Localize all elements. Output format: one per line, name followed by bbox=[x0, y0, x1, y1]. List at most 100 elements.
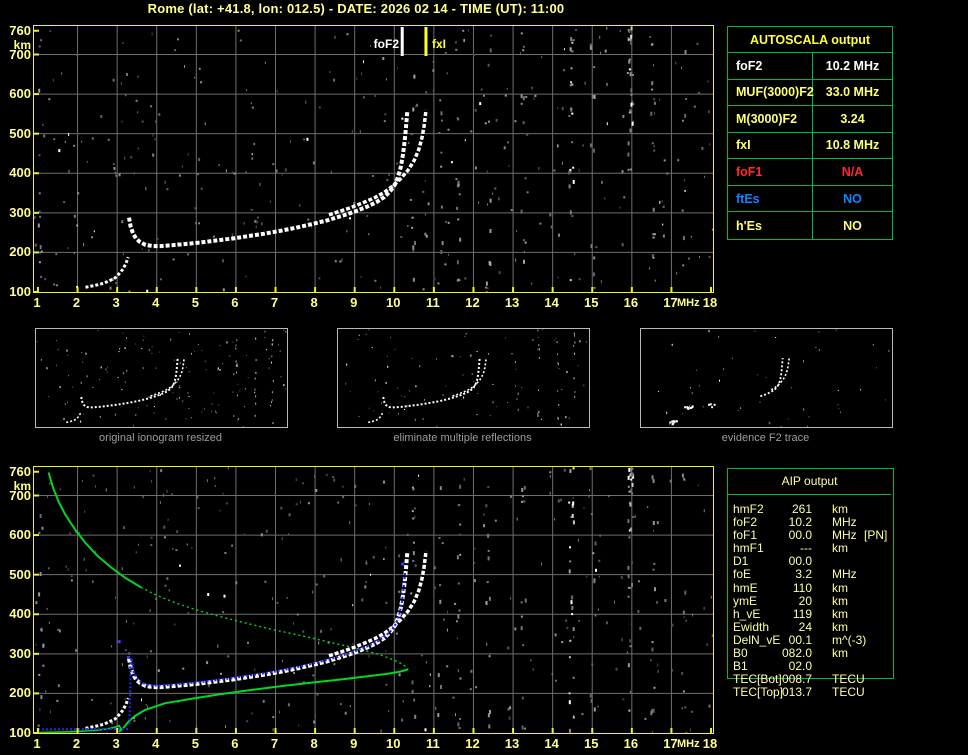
top-ionogram-plot bbox=[33, 25, 714, 295]
aip-table-separator bbox=[728, 494, 891, 495]
x-tick-label: 10 bbox=[386, 295, 401, 310]
aip-row: foE 3.2 MHz bbox=[733, 567, 857, 582]
y-tick-label: 700 bbox=[9, 46, 31, 62]
x-tick-label: 13 bbox=[504, 736, 520, 751]
y-tick-label: 300 bbox=[9, 645, 31, 661]
thumbnail-caption: eliminate multiple reflections bbox=[393, 432, 532, 444]
y-tick-label: 600 bbox=[9, 527, 31, 543]
x-tick-label: 9 bbox=[350, 736, 358, 751]
x-tick-label: 11 bbox=[426, 295, 440, 310]
aip-table-rows: hmF2 261 km foF2 10.2 MHz foF1 00.0 MHz [PN] hm… bbox=[727, 503, 917, 699]
x-tick-label: 4 bbox=[152, 736, 160, 751]
x-axis-unit-top: MHz bbox=[677, 297, 700, 309]
x-tick-label: 16 bbox=[623, 736, 639, 751]
x-tick-label: 7 bbox=[270, 295, 279, 310]
x-tick-label: 7 bbox=[270, 736, 279, 751]
y-tick-label: 200 bbox=[9, 244, 31, 260]
aip-row: B1 02.0 bbox=[733, 659, 812, 674]
x-tick-label: 12 bbox=[465, 295, 480, 310]
y-tick-label: 200 bbox=[9, 685, 31, 701]
page-title: Rome (lat: +41.8, lon: 012.5) - DATE: 20… bbox=[147, 1, 565, 16]
x-tick-label: 1 bbox=[33, 736, 41, 751]
autoscala-row-value: 33.0 MHz bbox=[813, 80, 892, 107]
autoscala-row-label: h'Es bbox=[728, 212, 813, 239]
x-axis-unit-bottom: MHz bbox=[677, 738, 700, 750]
y-tick-label: 500 bbox=[9, 125, 31, 141]
autoscala-row-label: foF2 bbox=[728, 53, 813, 80]
y-tick-label: 300 bbox=[9, 204, 31, 220]
x-tick-label: 17 bbox=[663, 736, 678, 751]
x-tick-label: 8 bbox=[310, 295, 318, 310]
x-tick-label: 3 bbox=[112, 295, 120, 310]
thumbnail-original-ionogram bbox=[35, 328, 288, 429]
x-tick-label: 13 bbox=[504, 295, 520, 310]
autoscala-row-value: N/A bbox=[813, 159, 892, 186]
y-tick-label: 400 bbox=[9, 606, 31, 622]
autoscala-row-value: 10.2 MHz bbox=[813, 53, 892, 80]
y-tick-label: 100 bbox=[9, 284, 31, 299]
aip-row: TEC[Bot] 008.7 TECU bbox=[733, 672, 865, 687]
y-tick-label: 500 bbox=[9, 566, 31, 582]
y-tick-label: 400 bbox=[9, 165, 31, 181]
thumbnail-caption: evidence F2 trace bbox=[721, 432, 810, 444]
x-tick-label: 14 bbox=[544, 295, 559, 310]
autoscala-row-label: MUF(3000)F2 bbox=[728, 79, 814, 107]
y-tick-label: 600 bbox=[9, 86, 31, 102]
x-tick-label: 11 bbox=[426, 736, 440, 751]
x-tick-label: 6 bbox=[231, 736, 239, 751]
fxi-marker-label: fxI bbox=[432, 37, 447, 51]
autoscala-row-value: NO bbox=[813, 186, 892, 213]
aip-row: hmE 110 km bbox=[733, 580, 848, 595]
thumbnail-caption: original ionogram resized bbox=[99, 432, 222, 444]
aip-row: h_vE 119 km bbox=[733, 606, 848, 621]
y-tick-label: 760 bbox=[9, 22, 31, 38]
x-tick-label: 17 bbox=[663, 295, 678, 310]
x-tick-label: 12 bbox=[465, 736, 480, 751]
aip-row: foF1 00.0 MHz [PN] bbox=[733, 528, 888, 543]
x-tick-label: 15 bbox=[584, 295, 599, 310]
x-tick-label: 18 bbox=[702, 295, 718, 310]
aip-row: hmF1 --- km bbox=[733, 541, 848, 556]
aip-row: B0 082.0 km bbox=[733, 646, 848, 661]
x-tick-label: 14 bbox=[544, 736, 559, 751]
autoscala-row-label: fxI bbox=[728, 132, 813, 160]
x-tick-label: 3 bbox=[112, 736, 120, 751]
x-tick-label: 1 bbox=[33, 295, 41, 310]
x-tick-label: 10 bbox=[386, 736, 401, 751]
fof2-marker-label: foF2 bbox=[373, 37, 399, 51]
x-tick-label: 16 bbox=[623, 295, 639, 310]
aip-table-title: AIP output bbox=[781, 474, 838, 488]
y-tick-label: 100 bbox=[9, 725, 31, 740]
autoscala-output-table: AUTOSCALA output foF2 10.2 MHz MUF(3000)… bbox=[727, 26, 893, 240]
aip-row: DelN_vE 00.1 m^(-3) bbox=[733, 632, 867, 647]
bottom-ionogram-plot bbox=[33, 466, 714, 737]
aip-row: Ewidth 24 km bbox=[733, 619, 848, 634]
thumbnail-multiple-reflections-removed bbox=[337, 328, 590, 428]
y-axis-unit-bottom: km bbox=[13, 479, 31, 493]
x-tick-label: 4 bbox=[152, 295, 160, 310]
aip-row: TEC[Top] 013.7 TECU bbox=[733, 685, 865, 700]
autoscala-row-label: ftEs bbox=[728, 185, 813, 213]
thumbnail-f2-trace-evidence bbox=[640, 328, 893, 428]
x-tick-label: 9 bbox=[350, 295, 358, 310]
x-tick-label: 2 bbox=[72, 736, 81, 751]
autoscala-row-value: 3.24 bbox=[813, 106, 892, 133]
aip-row: foF2 10.2 MHz bbox=[733, 515, 857, 530]
autoscala-row-value: NO bbox=[843, 218, 862, 233]
x-tick-label: 8 bbox=[310, 736, 318, 751]
autoscala-row-label: M(3000)F2 bbox=[728, 106, 813, 133]
y-tick-label: 760 bbox=[9, 463, 31, 479]
x-tick-label: 5 bbox=[191, 736, 199, 751]
autoscala-row-label: foF1 bbox=[728, 159, 813, 186]
autoscala-row-value: 10.8 MHz bbox=[813, 133, 892, 160]
aip-row: hmF2 261 km bbox=[733, 502, 848, 516]
aip-output-table bbox=[727, 468, 894, 679]
x-tick-label: 5 bbox=[191, 295, 199, 310]
y-tick-label: 700 bbox=[9, 487, 31, 503]
x-tick-label: 15 bbox=[584, 736, 599, 751]
x-tick-label: 2 bbox=[72, 295, 81, 310]
y-axis-unit-top: km bbox=[13, 38, 31, 52]
x-tick-label: 6 bbox=[231, 295, 239, 310]
autoscala-table-title: AUTOSCALA output bbox=[728, 27, 892, 53]
aip-row: ymE 20 km bbox=[733, 593, 848, 608]
